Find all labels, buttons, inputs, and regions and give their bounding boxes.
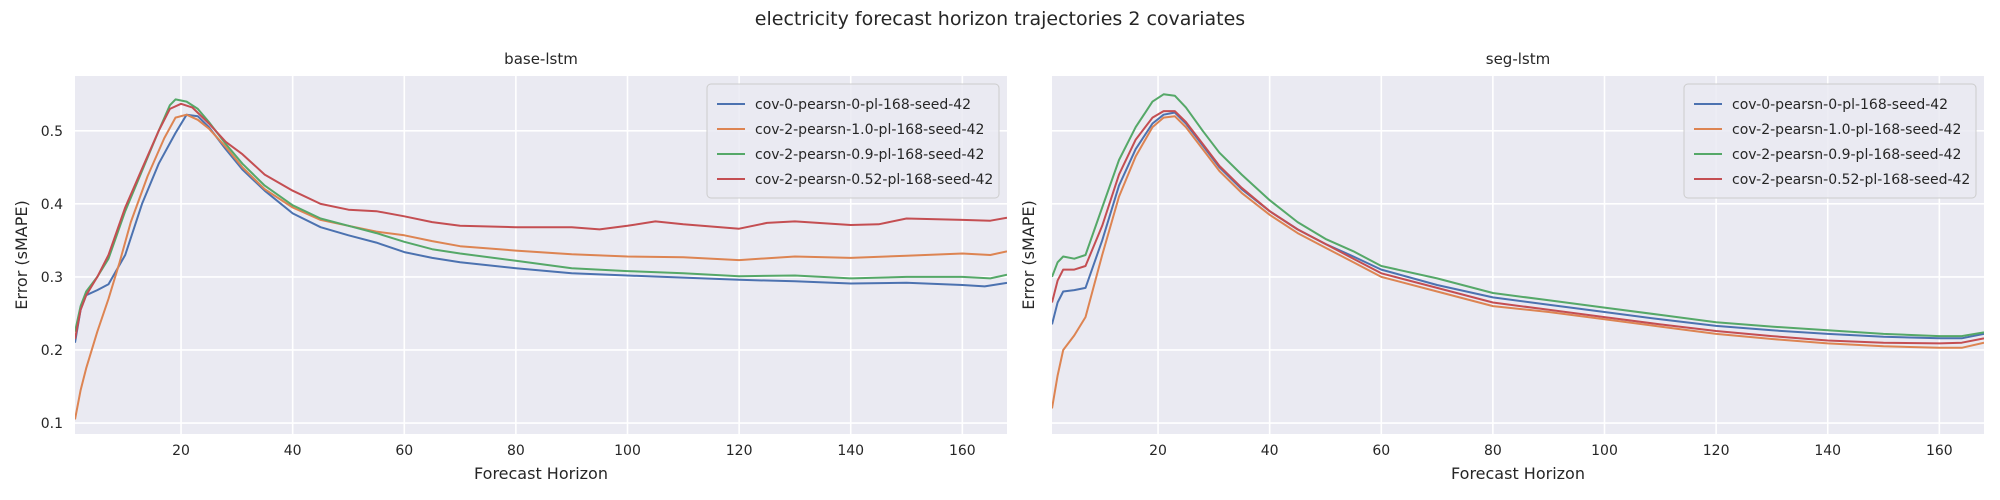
panel-title: base-lstm — [504, 50, 578, 68]
series-line-cov-2-pearsn-1.0-pl-168-seed-42 — [1052, 115, 1984, 409]
legend-frame — [706, 83, 1000, 199]
x-tick-label: 40 — [1261, 443, 1279, 459]
x-tick-label: 80 — [507, 443, 525, 459]
x-tick-label: 60 — [395, 443, 413, 459]
y-tick-label: 0.3 — [41, 270, 63, 286]
legend-label: cov-2-pearsn-0.52-pl-168-seed-42 — [755, 172, 993, 188]
x-tick-label: 140 — [1814, 443, 1841, 459]
series-lines — [75, 98, 1007, 420]
x-tick-label: 120 — [1703, 443, 1730, 459]
x-tick-label: 100 — [1591, 443, 1618, 459]
x-tick-label: 80 — [1484, 443, 1502, 459]
legend-frame — [1683, 83, 1977, 199]
y-axis-label: Error (sMAPE) — [12, 200, 31, 309]
series-line-cov-2-pearsn-0.52-pl-168-seed-42 — [75, 102, 1007, 340]
x-tick-label: 120 — [726, 443, 753, 459]
x-axis-label: Forecast Horizon — [474, 464, 608, 483]
legend: cov-0-pearsn-0-pl-168-seed-42 cov-2-pears… — [706, 83, 1000, 199]
x-tick-label: 40 — [284, 443, 302, 459]
y-tick-label: 0.1 — [41, 416, 63, 432]
legend-label: cov-2-pearsn-1.0-pl-168-seed-42 — [1732, 122, 1961, 138]
legend-label: cov-2-pearsn-1.0-pl-168-seed-42 — [755, 122, 984, 138]
panel-seg-lstm: 20 40 60 80 100 120 140 160 seg-lstm Forecast Hor… — [1019, 50, 1984, 483]
legend-label: cov-2-pearsn-0.9-pl-168-seed-42 — [1732, 147, 1961, 163]
series-line-cov-2-pearsn-0.9-pl-168-seed-42 — [75, 98, 1007, 332]
legend-label: cov-2-pearsn-0.52-pl-168-seed-42 — [1732, 172, 1970, 188]
x-tick-label: 20 — [1149, 443, 1167, 459]
series-line-cov-2-pearsn-1.0-pl-168-seed-42 — [75, 113, 1007, 420]
x-tick-label: 20 — [172, 443, 190, 459]
y-tick-label: 0.2 — [41, 343, 63, 359]
figure-suptitle: electricity forecast horizon trajectorie… — [755, 8, 1245, 30]
y-tick-label: 0.5 — [41, 124, 63, 140]
panel-title: seg-lstm — [1486, 50, 1550, 68]
legend-label: cov-2-pearsn-0.9-pl-168-seed-42 — [755, 147, 984, 163]
legend-label: cov-0-pearsn-0-pl-168-seed-42 — [755, 97, 971, 113]
x-tick-label: 160 — [949, 443, 976, 459]
series-line-cov-2-pearsn-0.9-pl-168-seed-42 — [1052, 93, 1984, 338]
series-line-cov-0-pearsn-0-pl-168-seed-42 — [75, 113, 1007, 343]
y-axis-label: Error (sMAPE) — [1019, 200, 1038, 309]
x-axis-label: Forecast Horizon — [1451, 464, 1585, 483]
legend-label: cov-0-pearsn-0-pl-168-seed-42 — [1732, 97, 1948, 113]
x-tick-label: 140 — [837, 443, 864, 459]
x-tick-label: 60 — [1372, 443, 1390, 459]
series-lines — [1052, 93, 1984, 409]
legend: cov-0-pearsn-0-pl-168-seed-42 cov-2-pears… — [1683, 83, 1977, 199]
chart-panels: 20 40 60 80 100 120 140 160 0.1 0.2 0.3 0.4 0.5 base-… — [12, 50, 1984, 483]
y-tick-label: 0.4 — [41, 197, 63, 213]
x-tick-label: 100 — [614, 443, 641, 459]
panel-base-lstm: 20 40 60 80 100 120 140 160 0.1 0.2 0.3 0.4 0.5 base-… — [12, 50, 1007, 483]
series-line-cov-2-pearsn-0.52-pl-168-seed-42 — [1052, 110, 1984, 345]
x-tick-label: 160 — [1926, 443, 1953, 459]
